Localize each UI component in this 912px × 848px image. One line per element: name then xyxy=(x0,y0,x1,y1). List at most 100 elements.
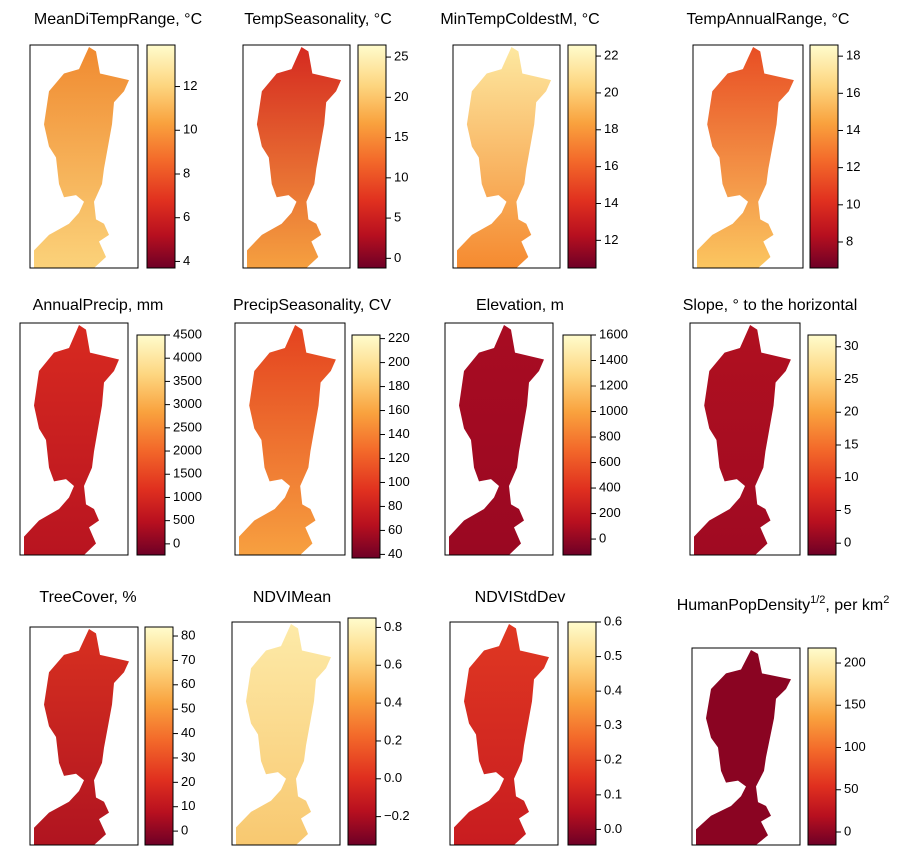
panel-title: AnnualPrecip, mm xyxy=(33,297,164,314)
colorbar-tick-label: 60 xyxy=(181,676,195,691)
colorbar-tick-label: 0.1 xyxy=(604,786,622,801)
map-region xyxy=(24,325,119,555)
map-region xyxy=(697,47,794,268)
colorbar-tick-label: 0.5 xyxy=(604,648,622,663)
colorbar-tick-label: 1200 xyxy=(599,377,628,392)
colorbar-tick-label: 40 xyxy=(181,725,195,740)
colorbar-tick-label: 1400 xyxy=(599,352,628,367)
colorbar-tick-label: 50 xyxy=(844,781,858,796)
colorbar-tick-label: 4 xyxy=(183,253,190,268)
colorbar-tick-label: 0.8 xyxy=(384,619,402,634)
colorbar-tick-label: 200 xyxy=(599,505,621,520)
colorbar xyxy=(563,335,591,555)
colorbar-tick-label: 4000 xyxy=(173,350,202,365)
colorbar xyxy=(808,648,836,845)
colorbar-tick-label: 2000 xyxy=(173,442,202,457)
colorbar-tick-label: 20 xyxy=(844,404,858,419)
map-region xyxy=(34,47,129,268)
colorbar xyxy=(352,335,380,558)
colorbar-tick-label: 4500 xyxy=(173,326,202,341)
colorbar-tick-label: 30 xyxy=(844,338,858,353)
title-part: 2 xyxy=(883,594,889,606)
panel-title: Elevation, m xyxy=(476,297,564,314)
colorbar-tick-label: 5 xyxy=(394,210,401,225)
panel-title: Slope, ° to the horizontal xyxy=(683,297,858,314)
panel-title: MinTempColdestM, °C xyxy=(440,11,599,28)
colorbar-tick-label: 0.2 xyxy=(384,732,402,747)
colorbar-tick-label: 5 xyxy=(844,502,851,517)
colorbar-tick-label: 2500 xyxy=(173,419,202,434)
colorbar-tick-label: 12 xyxy=(846,159,860,174)
colorbar xyxy=(137,335,165,555)
colorbar-tick-label: 12 xyxy=(183,78,197,93)
colorbar-tick-label: 20 xyxy=(181,774,195,789)
colorbar-tick-label: 80 xyxy=(181,627,195,642)
colorbar xyxy=(568,622,596,845)
colorbar-tick-label: 100 xyxy=(388,474,410,489)
map-region xyxy=(449,325,544,555)
colorbar xyxy=(348,618,376,845)
colorbar-tick-label: 1500 xyxy=(173,466,202,481)
panel-title: NDVIStdDev xyxy=(475,589,566,606)
colorbar-tick-label: 100 xyxy=(844,739,866,754)
colorbar-tick-label: 0.0 xyxy=(384,770,402,785)
panel-title: TreeCover, % xyxy=(39,589,136,606)
colorbar-tick-label: 200 xyxy=(844,654,866,669)
colorbar-tick-label: 10 xyxy=(846,196,860,211)
colorbar-tick-label: 150 xyxy=(844,697,866,712)
colorbar-tick-label: 8 xyxy=(183,165,190,180)
map-region xyxy=(457,47,551,268)
map-region xyxy=(454,624,549,845)
colorbar-tick-label: 0 xyxy=(599,530,606,545)
colorbar-tick-label: 0.0 xyxy=(604,821,622,836)
colorbar-tick-label: 70 xyxy=(181,652,195,667)
colorbar-tick-label: 0 xyxy=(394,250,401,265)
colorbar-tick-label: 10 xyxy=(181,798,195,813)
map-region xyxy=(239,325,336,555)
colorbar-tick-label: 16 xyxy=(604,158,618,173)
colorbar-tick-label: 10 xyxy=(183,122,197,137)
colorbar xyxy=(810,45,838,268)
colorbar-tick-label: 0 xyxy=(181,823,188,838)
colorbar-tick-label: 120 xyxy=(388,450,410,465)
colorbar-tick-label: 60 xyxy=(388,522,402,537)
map-region xyxy=(694,325,791,555)
colorbar-tick-label: 12 xyxy=(604,232,618,247)
colorbar-tick-label: 500 xyxy=(173,512,195,527)
colorbar-tick-label: −0.2 xyxy=(384,808,410,823)
title-part: , per km xyxy=(825,597,883,614)
colorbar-tick-label: 180 xyxy=(388,378,410,393)
colorbar-tick-label: 600 xyxy=(599,454,621,469)
colorbar-tick-label: 200 xyxy=(388,354,410,369)
colorbar-tick-label: 1000 xyxy=(173,489,202,504)
colorbar-tick-label: 0.6 xyxy=(604,613,622,628)
colorbar-tick-label: 0.4 xyxy=(384,695,402,710)
colorbar-tick-label: 10 xyxy=(394,169,408,184)
colorbar-tick-label: 80 xyxy=(388,498,402,513)
colorbar xyxy=(358,45,386,268)
panel-title: PrecipSeasonality, CV xyxy=(233,297,391,314)
colorbar-tick-label: 20 xyxy=(394,89,408,104)
colorbar-tick-label: 18 xyxy=(604,121,618,136)
colorbar-tick-label: 16 xyxy=(846,85,860,100)
colorbar-tick-label: 800 xyxy=(599,428,621,443)
colorbar-tick-label: 50 xyxy=(181,701,195,716)
panel-title: TempAnnualRange, °C xyxy=(687,11,850,28)
title-part: HumanPopDensity xyxy=(677,597,810,614)
colorbar-tick-label: 15 xyxy=(844,436,858,451)
panel-title: HumanPopDensity1/2, per km2 xyxy=(677,594,890,614)
colorbar-tick-label: 8 xyxy=(846,233,853,248)
colorbar-tick-label: 15 xyxy=(394,129,408,144)
map-region xyxy=(696,650,791,845)
colorbar-tick-label: 3500 xyxy=(173,373,202,388)
panel-title: TempSeasonality, °C xyxy=(244,11,392,28)
colorbar-tick-label: 30 xyxy=(181,749,195,764)
colorbar-tick-label: 14 xyxy=(604,195,618,210)
colorbar-tick-label: 220 xyxy=(388,330,410,345)
panel-title: MeanDiTempRange, °C xyxy=(34,11,202,28)
colorbar-tick-label: 0 xyxy=(173,535,180,550)
colorbar-tick-label: 160 xyxy=(388,402,410,417)
colorbar-tick-label: 14 xyxy=(846,122,860,137)
colorbar-tick-label: 18 xyxy=(846,48,860,63)
colorbar xyxy=(145,627,173,845)
